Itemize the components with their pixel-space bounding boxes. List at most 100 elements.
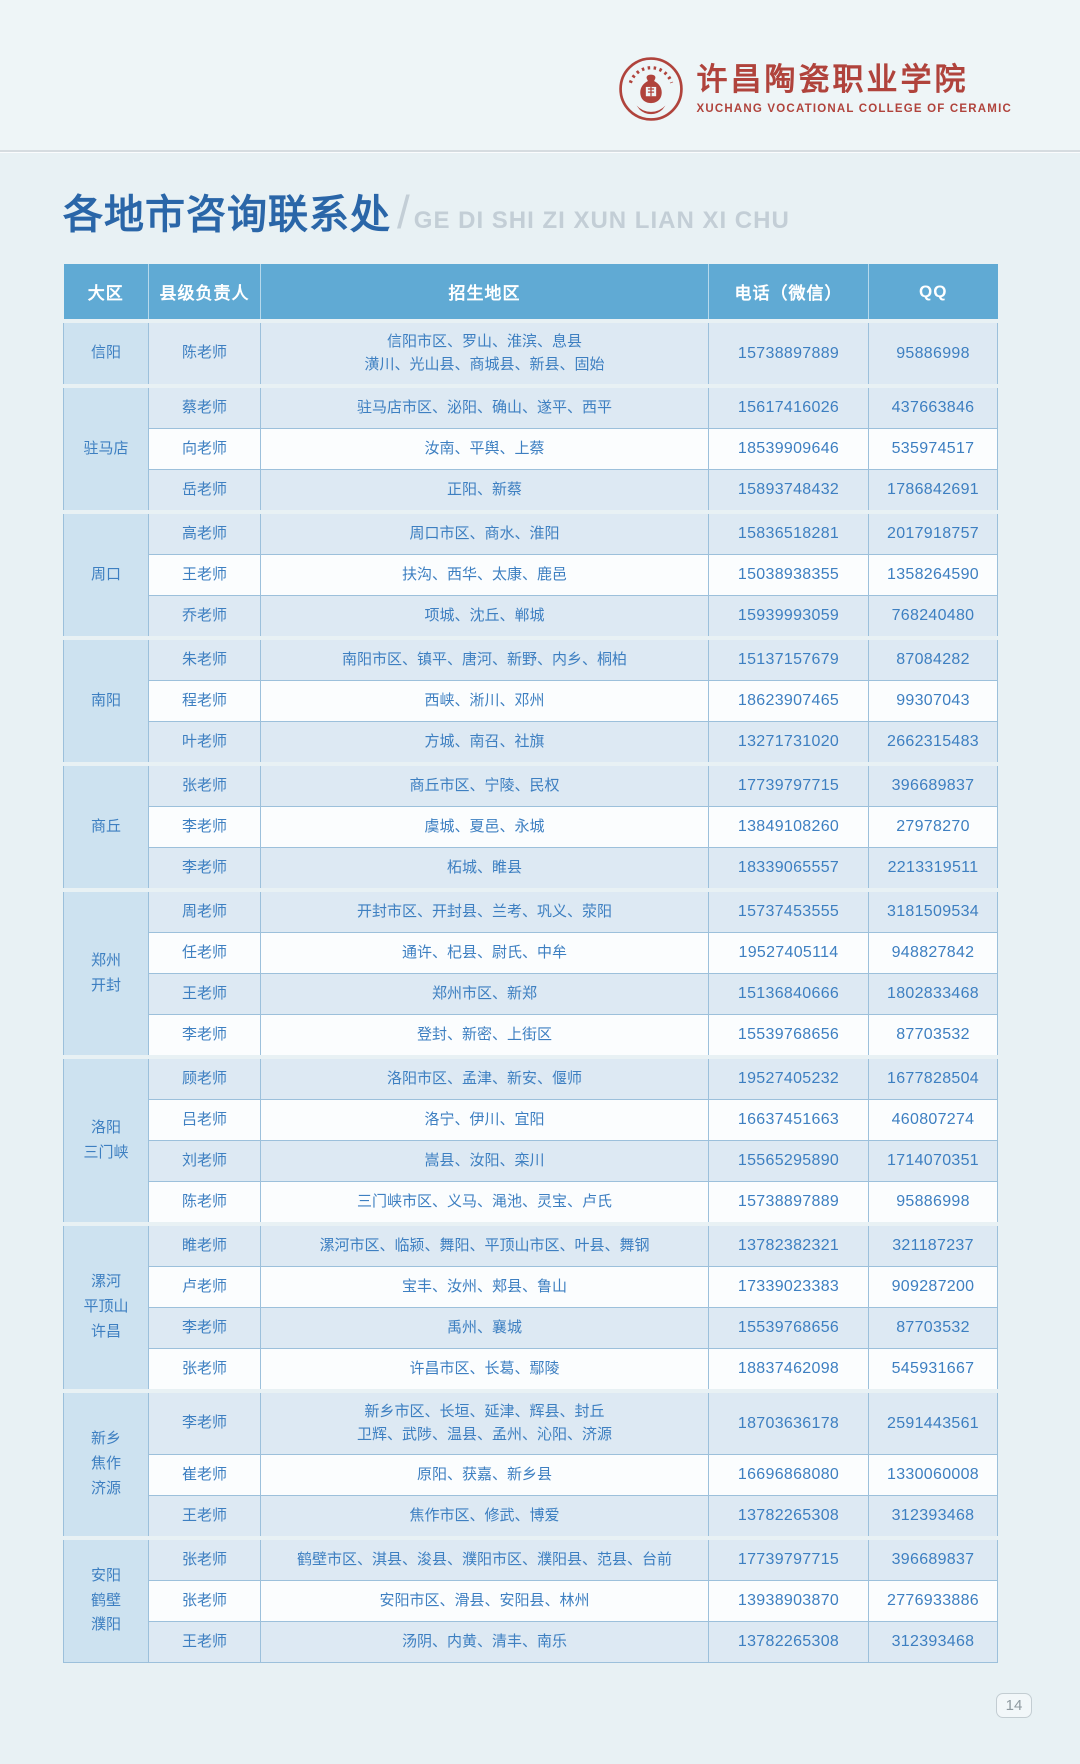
area-cell: 宝丰、汝州、郏县、鲁山 [260, 1266, 709, 1308]
table-row: 商丘 张老师 商丘市区、宁陵、民权 17739797715 396689837 [63, 762, 998, 891]
qq-cell: 1358264590 [868, 554, 998, 596]
phone-cell: 15737453555 [708, 888, 869, 933]
area-cell: 信阳市区、罗山、淮滨、息县 潢川、光山县、商城县、新县、固始 [260, 319, 709, 387]
page-header: 许昌陶瓷职业学院 XUCHANG VOCATIONAL COLLEGE OF C… [0, 0, 1080, 152]
phone-cell: 13271731020 [708, 721, 869, 765]
person-cell: 王老师 [148, 1495, 261, 1539]
phone-cell: 13782382321 [708, 1222, 869, 1267]
region-cell: 洛阳 三门峡 [63, 1055, 149, 1225]
table-row: 漯河 平顶山 许昌 睢老师 漯河市区、临颍、舞阳、平顶山市区、叶县、舞钢 137823… [63, 1222, 998, 1392]
contact-table-body: 信阳 陈老师 信阳市区、罗山、淮滨、息县 潢川、光山县、商城县、新县、固始 15738… [63, 319, 998, 1663]
phone-cell: 19527405232 [708, 1055, 869, 1100]
table-row: 程老师 西峡、淅川、邓州 18623907465 99307043 [64, 680, 998, 722]
person-cell: 向老师 [148, 428, 261, 470]
person-cell: 王老师 [148, 554, 261, 596]
qq-cell: 1802833468 [868, 973, 998, 1015]
qq-cell: 460807274 [868, 1099, 998, 1141]
area-cell: 周口市区、商水、淮阳 [260, 510, 709, 555]
table-row: 新乡 焦作 济源 李老师 新乡市区、长垣、延津、辉县、封丘 卫辉、武陟、温县、孟州、… [63, 1389, 998, 1539]
person-cell: 王老师 [148, 973, 261, 1015]
area-cell: 禹州、襄城 [260, 1307, 709, 1349]
area-cell: 西峡、淅川、邓州 [260, 680, 709, 722]
phone-cell: 18339065557 [708, 847, 869, 891]
phone-cell: 15617416026 [708, 384, 869, 429]
area-cell: 鹤壁市区、淇县、浚县、濮阳市区、濮阳县、范县、台前 [260, 1536, 709, 1581]
column-header: 县级负责人 [148, 264, 261, 323]
page-number-badge: 14 [996, 1693, 1032, 1718]
table-row: 王老师 汤阴、内黄、清丰、南乐 13782265308 312393468 [64, 1621, 998, 1663]
qq-cell: 437663846 [868, 384, 998, 429]
person-cell: 张老师 [148, 1580, 261, 1622]
phone-cell: 15738897889 [708, 319, 869, 387]
title-slash-divider: / [397, 186, 410, 238]
person-cell: 李老师 [148, 1014, 261, 1058]
qq-cell: 87703532 [868, 1307, 998, 1349]
person-cell: 张老师 [148, 1348, 261, 1392]
area-cell: 嵩县、汝阳、栾川 [260, 1140, 709, 1182]
region-cell: 安阳 鹤壁 濮阳 [63, 1536, 149, 1663]
table-row: 王老师 焦作市区、修武、博爱 13782265308 312393468 [64, 1495, 998, 1539]
person-cell: 任老师 [148, 932, 261, 974]
qq-cell: 909287200 [868, 1266, 998, 1308]
person-cell: 李老师 [148, 847, 261, 891]
qq-cell: 87703532 [868, 1014, 998, 1058]
qq-cell: 948827842 [868, 932, 998, 974]
person-cell: 朱老师 [148, 636, 261, 681]
college-name: 许昌陶瓷职业学院 XUCHANG VOCATIONAL COLLEGE OF C… [696, 63, 1012, 115]
phone-cell: 15565295890 [708, 1140, 869, 1182]
phone-cell: 15137157679 [708, 636, 869, 681]
table-row: 安阳 鹤壁 濮阳 张老师 鹤壁市区、淇县、浚县、濮阳市区、濮阳县、范县、台前 1773… [63, 1536, 998, 1663]
table-row: 李老师 禹州、襄城 15539768656 87703532 [64, 1307, 998, 1349]
person-cell: 卢老师 [148, 1266, 261, 1308]
region-cell: 新乡 焦作 济源 [63, 1389, 149, 1539]
phone-cell: 13938903870 [708, 1580, 869, 1622]
phone-cell: 17739797715 [708, 1536, 869, 1581]
table-row: 李老师 虞城、夏邑、永城 13849108260 27978270 [64, 806, 998, 848]
person-cell: 张老师 [148, 762, 261, 807]
qq-cell: 321187237 [868, 1222, 998, 1267]
phone-cell: 19527405114 [708, 932, 869, 974]
qq-cell: 2591443561 [868, 1389, 998, 1455]
page-title-cn: 各地市咨询联系处 [63, 193, 391, 237]
qq-cell: 27978270 [868, 806, 998, 848]
qq-cell: 2213319511 [868, 847, 998, 891]
phone-cell: 18837462098 [708, 1348, 869, 1392]
table-row: 信阳 陈老师 信阳市区、罗山、淮滨、息县 潢川、光山县、商城县、新县、固始 15738… [63, 319, 998, 387]
qq-cell: 396689837 [868, 762, 998, 807]
qq-cell: 3181509534 [868, 888, 998, 933]
phone-cell: 17339023383 [708, 1266, 869, 1308]
qq-cell: 1786842691 [868, 469, 998, 513]
phone-cell: 13782265308 [708, 1621, 869, 1663]
table-row: 洛阳 三门峡 顾老师 洛阳市区、孟津、新安、偃师 19527405232 1677828… [63, 1055, 998, 1225]
region-cell: 南阳 [63, 636, 149, 765]
qq-cell: 2662315483 [868, 721, 998, 765]
phone-cell: 17739797715 [708, 762, 869, 807]
qq-cell: 1714070351 [868, 1140, 998, 1182]
area-cell: 开封市区、开封县、兰考、巩义、荥阳 [260, 888, 709, 933]
area-cell: 商丘市区、宁陵、民权 [260, 762, 709, 807]
table-row: 驻马店 蔡老师 驻马店市区、泌阳、确山、遂平、西平 15617416026 437663… [63, 384, 998, 513]
table-row: 乔老师 项城、沈丘、郸城 15939993059 768240480 [64, 595, 998, 639]
phone-cell: 18623907465 [708, 680, 869, 722]
area-cell: 新乡市区、长垣、延津、辉县、封丘 卫辉、武陟、温县、孟州、沁阳、济源 [260, 1389, 709, 1455]
region-cell: 周口 [63, 510, 149, 639]
person-cell: 顾老师 [148, 1055, 261, 1100]
area-cell: 扶沟、西华、太康、鹿邑 [260, 554, 709, 596]
person-cell: 崔老师 [148, 1454, 261, 1496]
person-cell: 周老师 [148, 888, 261, 933]
phone-cell: 15539768656 [708, 1307, 869, 1349]
area-cell: 安阳市区、滑县、安阳县、林州 [260, 1580, 709, 1622]
page-body: 各地市咨询联系处 / GE DI SHI ZI XUN LIAN XI CHU … [0, 182, 1080, 1718]
qq-cell: 312393468 [868, 1621, 998, 1663]
phone-cell: 13782265308 [708, 1495, 869, 1539]
person-cell: 李老师 [148, 1389, 261, 1455]
area-cell: 汤阴、内黄、清丰、南乐 [260, 1621, 709, 1663]
area-cell: 虞城、夏邑、永城 [260, 806, 709, 848]
table-row: 叶老师 方城、南召、社旗 13271731020 2662315483 [64, 721, 998, 765]
phone-cell: 15539768656 [708, 1014, 869, 1058]
column-header: QQ [868, 264, 998, 323]
area-cell: 柘城、睢县 [260, 847, 709, 891]
qq-cell: 2017918757 [868, 510, 998, 555]
area-cell: 许昌市区、长葛、鄢陵 [260, 1348, 709, 1392]
qq-cell: 768240480 [868, 595, 998, 639]
